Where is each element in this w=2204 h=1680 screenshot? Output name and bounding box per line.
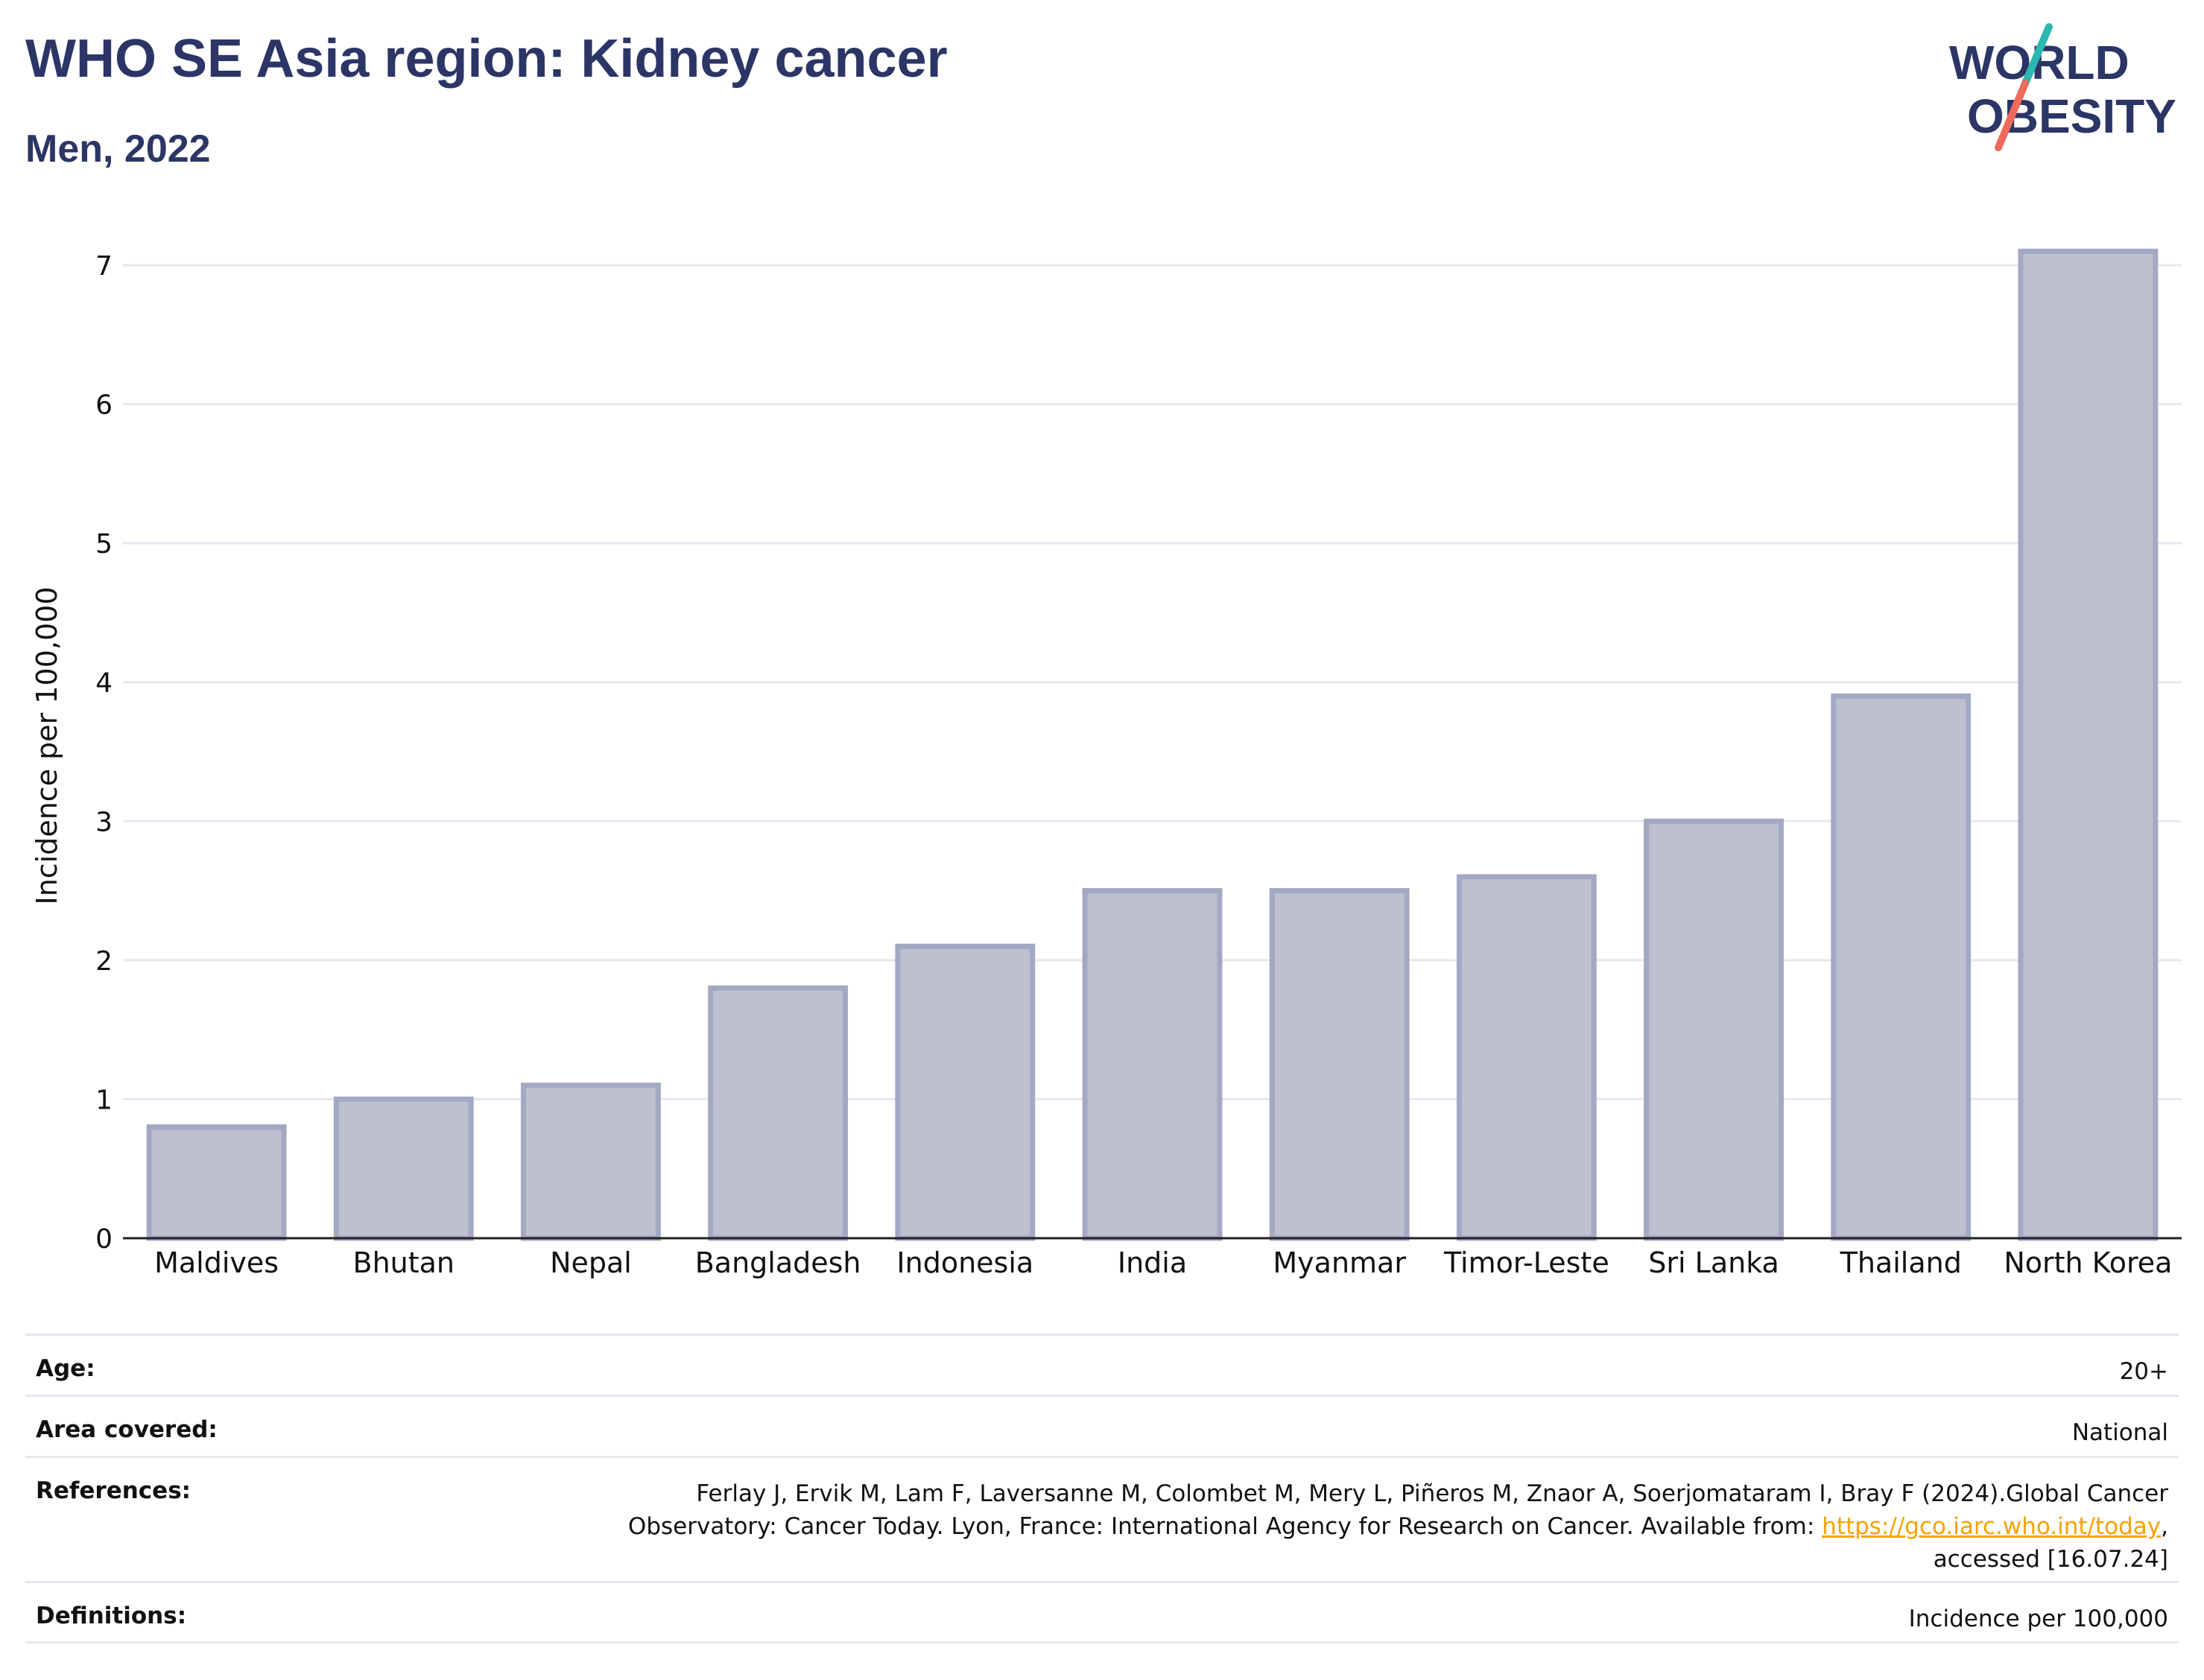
references-line2-suffix: , [2161,1513,2168,1540]
meta-row-age: Age: 20+ [25,1334,2179,1395]
y-tick-label: 6 [95,390,113,421]
bar-indonesia [895,943,1036,1241]
references-line2-prefix: Observatory: Cancer Today. Lyon, France:… [627,1513,1823,1540]
meta-row-definitions: Definitions: Incidence per 100,000 [25,1581,2179,1643]
y-tick-labels: 0 1 2 3 4 5 6 7 [95,251,113,1255]
bar-chart: 0 1 2 3 4 5 6 7 Maldives Bhutan Nepal Bangladesh In… [31,248,2182,1279]
x-tick-label: Thailand [1840,1246,1962,1279]
bar-timor-leste [1456,874,1597,1241]
meta-row-references: References: Ferlay J, Ervik M, Lam F, La… [25,1456,2179,1581]
y-tick-label: 4 [95,668,113,699]
x-tick-label: North Korea [2004,1246,2172,1279]
y-tick-label: 7 [95,251,113,282]
x-tick-label: Indonesia [896,1246,1033,1279]
x-tick-label: Maldives [154,1246,279,1279]
references-label: References: [36,1477,191,1504]
references-link[interactable]: https://gco.iarc.who.int/today [1822,1513,2162,1540]
bar-india [1082,888,1223,1241]
definitions-label: Definitions: [36,1603,187,1629]
bar-nepal [521,1083,661,1241]
x-tick-label: Bangladesh [695,1246,861,1279]
y-tick-label: 0 [95,1224,113,1255]
bar-bangladesh [708,985,849,1241]
y-tick-label: 2 [95,946,113,977]
meta-row-area: Area covered: National [25,1395,2179,1456]
chart-title: WHO SE Asia region: Kidney cancer [25,29,948,89]
x-tick-label: Myanmar [1273,1246,1406,1279]
world-obesity-logo: WORLD OBESITY [1949,23,2176,151]
x-tick-labels: Maldives Bhutan Nepal Bangladesh Indonesia In… [154,1246,2172,1279]
age-value: 20+ [2119,1358,2168,1385]
bar-thailand [1831,693,1972,1241]
x-tick-label: India [1118,1246,1187,1279]
area-label: Area covered: [36,1416,218,1443]
bar-bhutan [333,1096,474,1241]
bar-myanmar [1269,888,1410,1241]
bar-maldives [146,1124,287,1241]
chart-subtitle: Men, 2022 [25,127,211,171]
logo-slash-top [2021,23,2053,87]
age-label: Age: [36,1355,95,1382]
references-value: Ferlay J, Ervik M, Lam F, Laversanne M, … [628,1477,2168,1576]
y-tick-label: 5 [95,529,113,560]
area-value: National [2071,1419,2168,1446]
metadata-table: Age: 20+ Area covered: National Referenc… [25,1334,2179,1643]
x-tick-label: Bhutan [353,1246,455,1279]
x-tick-label: Nepal [550,1246,632,1279]
logo-slash-bottom [1995,80,2029,151]
references-line1: Ferlay J, Ervik M, Lam F, Laversanne M, … [696,1480,2168,1507]
bars [146,248,2159,1241]
y-axis-label: Incidence per 100,000 [31,586,63,904]
bar-sri-lanka [1644,818,1784,1241]
references-line3: accessed [16.07.24] [1933,1546,2168,1573]
bar-north-korea [2018,248,2159,1241]
y-tick-label: 3 [95,807,113,837]
definitions-value: Incidence per 100,000 [1908,1605,2168,1632]
x-tick-label: Sri Lanka [1648,1246,1779,1279]
y-tick-label: 1 [95,1085,113,1115]
x-tick-label: Timor-Leste [1443,1246,1609,1279]
